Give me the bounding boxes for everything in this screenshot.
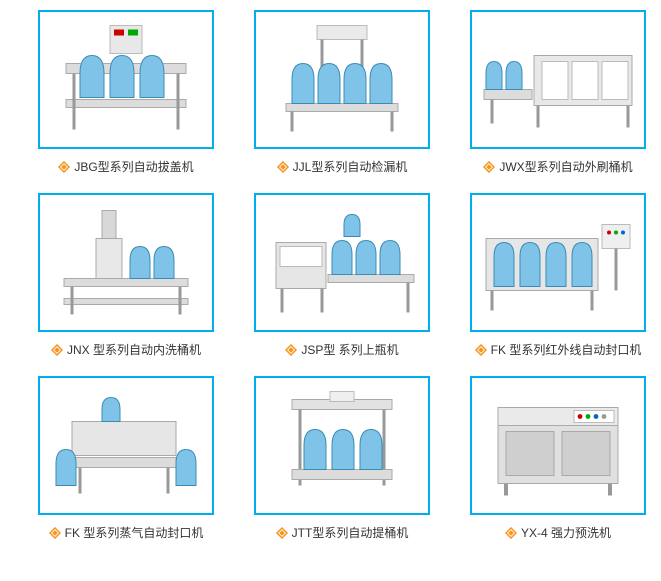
product-card: JJL型系列自动检漏机 [254, 10, 430, 175]
machine-3-icon [478, 18, 638, 141]
product-link-jwx[interactable]: JWX型系列自动外刷桶机 [499, 159, 632, 175]
bullet-icon [58, 161, 70, 173]
product-link-jnx[interactable]: JNX 型系列自动内洗桶机 [67, 342, 201, 358]
product-caption: JNX 型系列自动内洗桶机 [38, 342, 214, 358]
product-thumbnail-jsp[interactable] [254, 193, 430, 332]
product-caption: JWX型系列自动外刷桶机 [470, 159, 646, 175]
product-thumbnail-fk-steam[interactable] [38, 376, 214, 515]
machine-9-icon [478, 384, 638, 507]
product-card: JNX 型系列自动内洗桶机 [38, 193, 214, 358]
product-link-jjl[interactable]: JJL型系列自动检漏机 [293, 159, 408, 175]
product-link-fk-ir[interactable]: FK 型系列红外线自动封口机 [491, 342, 642, 358]
machine-2-icon [262, 18, 422, 141]
product-card: JWX型系列自动外刷桶机 [470, 10, 646, 175]
product-card: FK 型系列红外线自动封口机 [470, 193, 646, 358]
machine-6-icon [478, 201, 638, 324]
product-link-jbg[interactable]: JBG型系列自动拔盖机 [74, 159, 193, 175]
product-caption: JTT型系列自动提桶机 [254, 525, 430, 541]
product-card: FK 型系列蒸气自动封口机 [38, 376, 214, 541]
machine-7-icon [46, 384, 206, 507]
product-thumbnail-fk-ir[interactable] [470, 193, 646, 332]
product-caption: JJL型系列自动检漏机 [254, 159, 430, 175]
bullet-icon [276, 527, 288, 539]
machine-8-icon [262, 384, 422, 507]
product-caption: YX-4 强力预洗机 [470, 525, 646, 541]
product-link-fk-steam[interactable]: FK 型系列蒸气自动封口机 [65, 525, 204, 541]
product-card: JBG型系列自动拔盖机 [38, 10, 214, 175]
product-card: JTT型系列自动提桶机 [254, 376, 430, 541]
product-thumbnail-jnx[interactable] [38, 193, 214, 332]
product-grid: JBG型系列自动拔盖机 JJL型系列自动检漏机 [38, 10, 661, 542]
machine-4-icon [46, 201, 206, 324]
product-card: JSP型 系列上瓶机 [254, 193, 430, 358]
product-card: YX-4 强力预洗机 [470, 376, 646, 541]
product-caption: FK 型系列蒸气自动封口机 [38, 525, 214, 541]
machine-5-icon [262, 201, 422, 324]
product-thumbnail-jwx[interactable] [470, 10, 646, 149]
product-thumbnail-yx4[interactable] [470, 376, 646, 515]
bullet-icon [277, 161, 289, 173]
product-thumbnail-jjl[interactable] [254, 10, 430, 149]
bullet-icon [483, 161, 495, 173]
product-thumbnail-jtt[interactable] [254, 376, 430, 515]
product-link-jtt[interactable]: JTT型系列自动提桶机 [292, 525, 409, 541]
bullet-icon [505, 527, 517, 539]
bullet-icon [285, 344, 297, 356]
product-caption: JBG型系列自动拔盖机 [38, 159, 214, 175]
product-thumbnail-jbg[interactable] [38, 10, 214, 149]
product-link-yx4[interactable]: YX-4 强力预洗机 [521, 525, 611, 541]
product-caption: JSP型 系列上瓶机 [254, 342, 430, 358]
machine-1-icon [46, 18, 206, 141]
bullet-icon [475, 344, 487, 356]
bullet-icon [51, 344, 63, 356]
product-link-jsp[interactable]: JSP型 系列上瓶机 [301, 342, 398, 358]
product-caption: FK 型系列红外线自动封口机 [470, 342, 646, 358]
bullet-icon [49, 527, 61, 539]
